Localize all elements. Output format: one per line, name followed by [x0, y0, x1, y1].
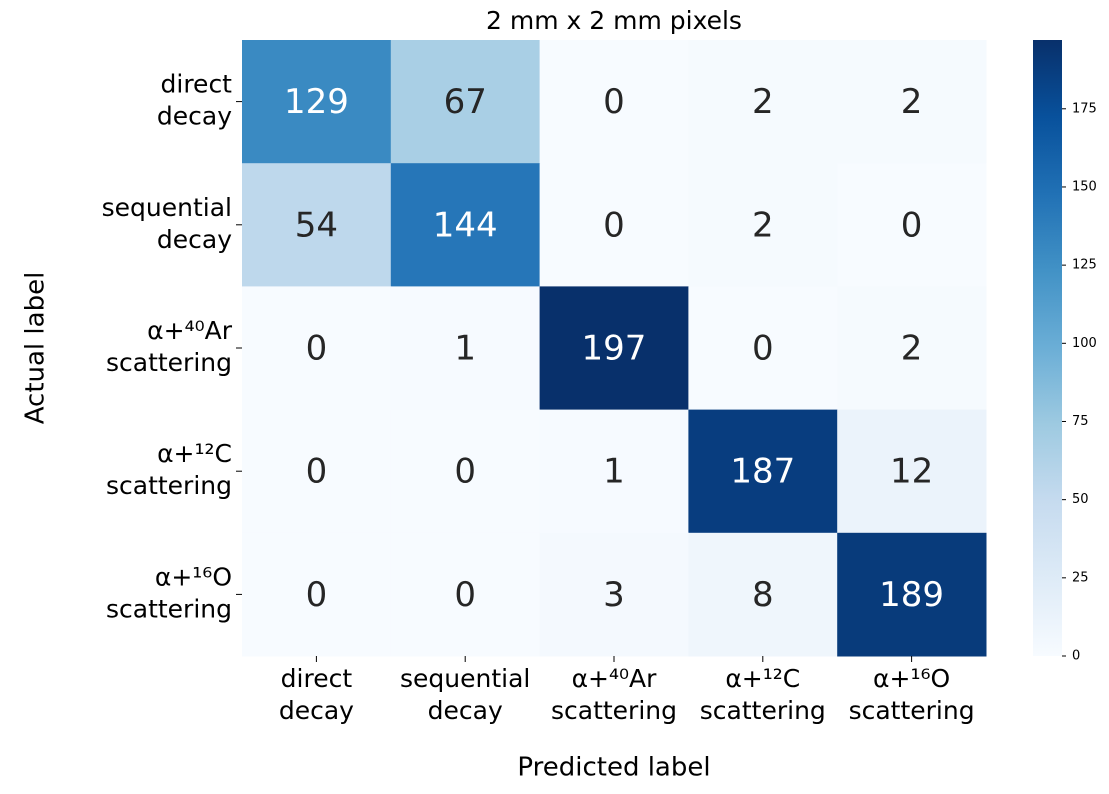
cell-label: 129 [284, 82, 349, 122]
heatmap-cell [688, 163, 838, 287]
cell-label: 0 [603, 205, 625, 245]
cell-label: 1 [603, 452, 625, 492]
y-tick-label: α+⁴⁰Ar [147, 316, 233, 345]
y-axis-label: Actual label [21, 272, 51, 425]
x-tick-label: α+⁴⁰Ar [572, 664, 658, 693]
cell-label: 0 [603, 82, 625, 122]
x-tick-label: scattering [551, 696, 677, 725]
cell-label: 144 [433, 205, 498, 245]
cell-label: 0 [306, 575, 328, 615]
cell-label: 0 [306, 452, 328, 492]
heatmap-cell [242, 532, 392, 657]
colorbar-tick-label: 0 [1072, 649, 1080, 664]
heatmap-cell [390, 409, 541, 534]
cell-label: 0 [752, 329, 774, 369]
heatmap-cell [242, 286, 392, 411]
x-tick-label: direct [281, 664, 353, 693]
x-tick-label: α+¹⁶O [873, 664, 950, 693]
heatmap-cell [837, 40, 987, 164]
cell-label: 0 [306, 329, 328, 369]
cell-label: 3 [603, 575, 625, 615]
y-tick-label: α+¹²C [157, 439, 232, 468]
heatmap-cell [390, 40, 541, 164]
y-tick-label: decay [157, 102, 232, 131]
cell-label: 2 [752, 205, 774, 245]
cell-label: 197 [582, 329, 647, 369]
heatmap-cell [688, 532, 838, 657]
x-axis-label: Predicted label [517, 753, 710, 783]
cell-label: 8 [752, 575, 774, 615]
colorbar-tick-label: 150 [1072, 179, 1097, 194]
cell-label: 2 [752, 82, 774, 122]
cell-label: 54 [295, 205, 338, 245]
y-tick-label: scattering [106, 348, 232, 377]
x-tick-label: scattering [700, 696, 826, 725]
heatmap-cell [390, 532, 541, 657]
colorbar-tick-label: 50 [1072, 492, 1089, 507]
y-tick-label: scattering [106, 471, 232, 500]
y-tick-label: decay [157, 225, 232, 254]
heatmap-cell [539, 532, 689, 657]
y-tick-label: direct [161, 70, 233, 99]
cell-label: 12 [890, 452, 933, 492]
x-tick-label: decay [428, 696, 503, 725]
colorbar [1033, 40, 1062, 656]
x-tick-label: scattering [849, 696, 975, 725]
cell-label: 2 [901, 82, 923, 122]
heatmap-cell [539, 286, 689, 411]
heatmap-cell [539, 409, 689, 534]
colorbar-tick-label: 100 [1072, 336, 1097, 351]
heatmap-cell [242, 409, 392, 534]
heatmap-cell [242, 40, 392, 164]
y-tick-label: α+¹⁶O [155, 562, 232, 591]
heatmap-cell [539, 40, 689, 164]
heatmap-cell [539, 163, 689, 287]
x-tick-label: sequential [400, 664, 530, 693]
heatmap-cell [837, 286, 987, 411]
cell-label: 0 [454, 452, 476, 492]
heatmap-cell [390, 286, 541, 411]
y-tick-label: scattering [106, 594, 232, 623]
cell-label: 67 [444, 82, 487, 122]
heatmap-cell [242, 163, 392, 287]
chart-title: 2 mm x 2 mm pixels [486, 6, 742, 35]
x-tick-label: α+¹²C [725, 664, 800, 693]
heatmap-cell [837, 163, 987, 287]
cell-label: 0 [901, 205, 923, 245]
colorbar-tick-label: 175 [1072, 101, 1097, 116]
heatmap-cell [688, 40, 838, 164]
cell-label: 1 [454, 329, 476, 369]
heatmap-cell [688, 409, 838, 534]
heatmap-cell [688, 286, 838, 411]
heatmap-cell [837, 409, 987, 534]
colorbar-tick-label: 125 [1072, 258, 1097, 273]
colorbar-tick-label: 75 [1072, 414, 1089, 429]
x-tick-label: decay [279, 696, 354, 725]
heatmap-cell [390, 163, 541, 287]
y-tick-label: sequential [102, 193, 232, 222]
colorbar-tick-label: 25 [1072, 570, 1089, 585]
cell-label: 189 [879, 575, 944, 615]
cell-label: 2 [901, 329, 923, 369]
cell-label: 187 [730, 452, 795, 492]
heatmap-cell [837, 532, 987, 657]
cell-label: 0 [454, 575, 476, 615]
